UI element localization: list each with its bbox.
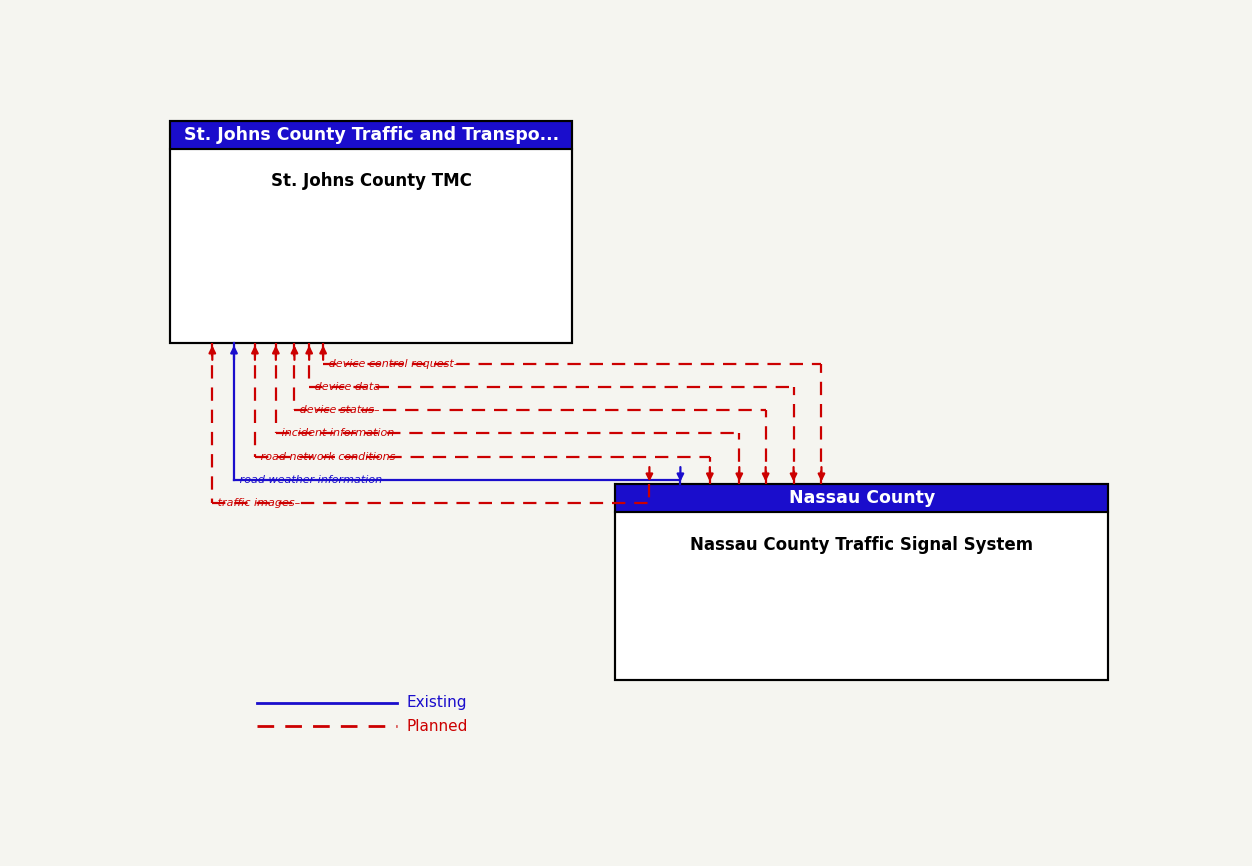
Bar <box>615 513 1108 680</box>
Bar <box>170 121 572 343</box>
Text: Planned: Planned <box>406 719 467 734</box>
Bar <box>170 121 572 149</box>
Text: –road network conditions–: –road network conditions– <box>255 451 401 462</box>
Text: –incident information–: –incident information– <box>275 429 399 438</box>
Bar <box>170 149 572 343</box>
Bar <box>615 484 1108 680</box>
Text: –device data–: –device data– <box>309 382 386 392</box>
Text: St. Johns County TMC: St. Johns County TMC <box>270 172 472 191</box>
Text: Nassau County: Nassau County <box>789 489 935 507</box>
Text: Nassau County Traffic Signal System: Nassau County Traffic Signal System <box>690 536 1033 553</box>
Text: Existing: Existing <box>406 695 467 710</box>
Text: –device status–: –device status– <box>294 405 381 416</box>
Text: –device control request–: –device control request– <box>323 359 459 369</box>
Bar <box>615 484 1108 513</box>
Text: St. Johns County Traffic and Transpo...: St. Johns County Traffic and Transpo... <box>184 126 558 144</box>
Text: –traffic images–: –traffic images– <box>213 498 300 507</box>
Text: –road weather information–: –road weather information– <box>234 475 388 485</box>
